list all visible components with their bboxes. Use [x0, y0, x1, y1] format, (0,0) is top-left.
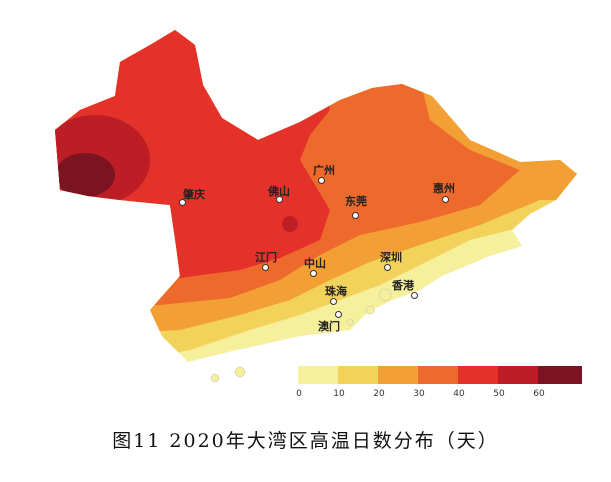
legend-tick: 50	[493, 389, 505, 399]
legend-swatch	[458, 366, 498, 384]
legend-swatch	[298, 366, 338, 384]
legend-tick: 10	[333, 389, 345, 399]
legend-swatch	[338, 366, 378, 384]
legend-tick: 0	[296, 389, 302, 399]
city-label: 佛山	[268, 185, 290, 198]
city-label: 肇庆	[183, 188, 205, 201]
legend-swatch	[538, 366, 582, 384]
figure-caption: 图11 2020年大湾区高温日数分布（天）	[112, 430, 499, 452]
legend-tick: 60	[533, 389, 545, 399]
city-label: 深圳	[380, 251, 402, 264]
city-label: 珠海	[325, 285, 347, 298]
city-label: 中山	[304, 257, 326, 270]
city-label: 香港	[392, 279, 414, 292]
city-label: 惠州	[433, 182, 455, 195]
legend-swatch	[378, 366, 418, 384]
legend-tick: 20	[373, 389, 385, 399]
legend-tick: 40	[453, 389, 465, 399]
city-label: 广州	[313, 164, 335, 177]
legend-tick: 30	[413, 389, 425, 399]
band-40-50	[55, 30, 330, 280]
city-label: 澳门	[318, 320, 340, 333]
city-label: 江门	[255, 251, 277, 264]
legend-swatch	[498, 366, 538, 384]
city-label: 东莞	[345, 195, 367, 208]
band-60-plus	[55, 153, 115, 197]
legend-swatch	[418, 366, 458, 384]
